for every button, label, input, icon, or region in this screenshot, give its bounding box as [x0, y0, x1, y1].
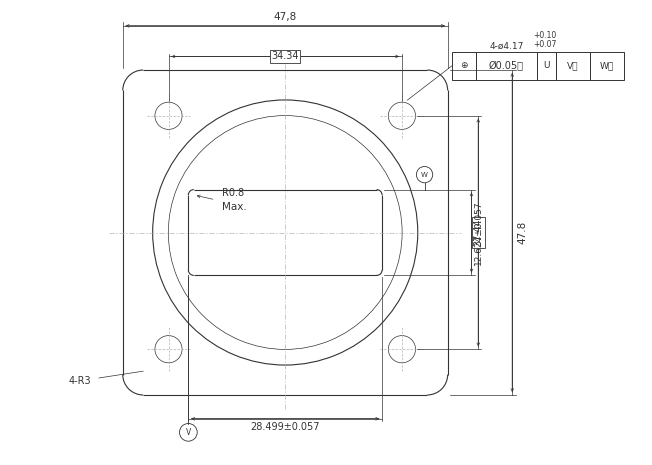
Bar: [452, 53, 475, 80]
Text: +0.10
+0.07: +0.10 +0.07: [533, 31, 557, 49]
Text: R0.8: R0.8: [222, 188, 244, 198]
Text: 47,8: 47,8: [274, 12, 297, 22]
Bar: [537, 53, 556, 80]
Text: W: W: [421, 172, 428, 178]
Text: VⓂ: VⓂ: [567, 61, 578, 71]
Bar: [590, 53, 624, 80]
Text: 28.499±0.057: 28.499±0.057: [250, 422, 320, 432]
Bar: [556, 53, 590, 80]
Text: 47.8: 47.8: [517, 221, 527, 244]
Bar: [475, 53, 537, 80]
Text: 37.44: 37.44: [473, 219, 483, 246]
Text: 4-R3: 4-R3: [68, 376, 91, 386]
Text: V: V: [186, 428, 191, 437]
Text: WⓂ: WⓂ: [600, 61, 614, 71]
Text: Ø0.05Ⓜ: Ø0.05Ⓜ: [488, 61, 524, 71]
Text: 34.34: 34.34: [271, 52, 299, 61]
Text: U: U: [543, 61, 550, 71]
Text: ⊕: ⊕: [460, 61, 467, 71]
Text: 4-ø4.17: 4-ø4.17: [489, 41, 524, 50]
Text: 12.624±0.057: 12.624±0.057: [474, 200, 483, 265]
Text: Max.: Max.: [222, 202, 247, 212]
